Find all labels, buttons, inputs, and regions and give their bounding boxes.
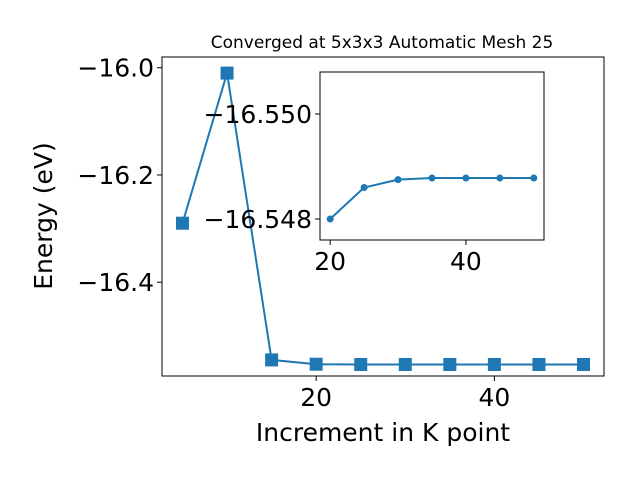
inset-series-energy — [326, 174, 538, 223]
data-point-marker — [394, 176, 402, 184]
y-tick-label: −16.2 — [77, 161, 154, 190]
chart-title: Converged at 5x3x3 Automatic Mesh 25 — [211, 33, 554, 53]
data-point-marker — [577, 357, 591, 371]
x-tick-label: 20 — [314, 247, 346, 276]
data-point-marker — [220, 66, 234, 80]
y-tick-label: −16.548 — [204, 205, 312, 234]
x-axis-label: Increment in K point — [256, 418, 510, 447]
data-point-marker — [398, 357, 412, 371]
data-point-marker — [462, 174, 470, 182]
data-point-marker — [443, 357, 457, 371]
inset-plot-frame — [319, 71, 545, 241]
data-point-marker — [309, 357, 323, 371]
main-series-energy — [175, 66, 591, 371]
y-axis-label: Energy (eV) — [29, 142, 58, 289]
data-point-marker — [532, 357, 546, 371]
data-point-marker — [175, 216, 189, 230]
series-line — [181, 72, 584, 366]
data-point-marker — [265, 353, 279, 367]
data-point-marker — [530, 174, 538, 182]
data-point-marker — [354, 357, 368, 371]
main-ticks: 20 40 −16.0 −16.2 −16.4 — [77, 54, 510, 412]
y-tick-label: −16.4 — [77, 268, 154, 297]
x-tick-label: 40 — [478, 383, 510, 412]
main-plot-frame — [161, 56, 605, 377]
data-point-marker — [360, 184, 368, 191]
x-tick-label: 20 — [300, 383, 332, 412]
data-point-marker — [487, 357, 501, 371]
data-point-marker — [428, 174, 436, 182]
y-tick-label: −16.550 — [204, 100, 312, 129]
data-point-marker — [326, 215, 334, 223]
inset-ticks: 20 40 −16.550 −16.548 — [204, 100, 482, 276]
x-tick-label: 40 — [450, 247, 482, 276]
data-point-marker — [496, 174, 504, 182]
y-tick-label: −16.0 — [77, 54, 154, 83]
